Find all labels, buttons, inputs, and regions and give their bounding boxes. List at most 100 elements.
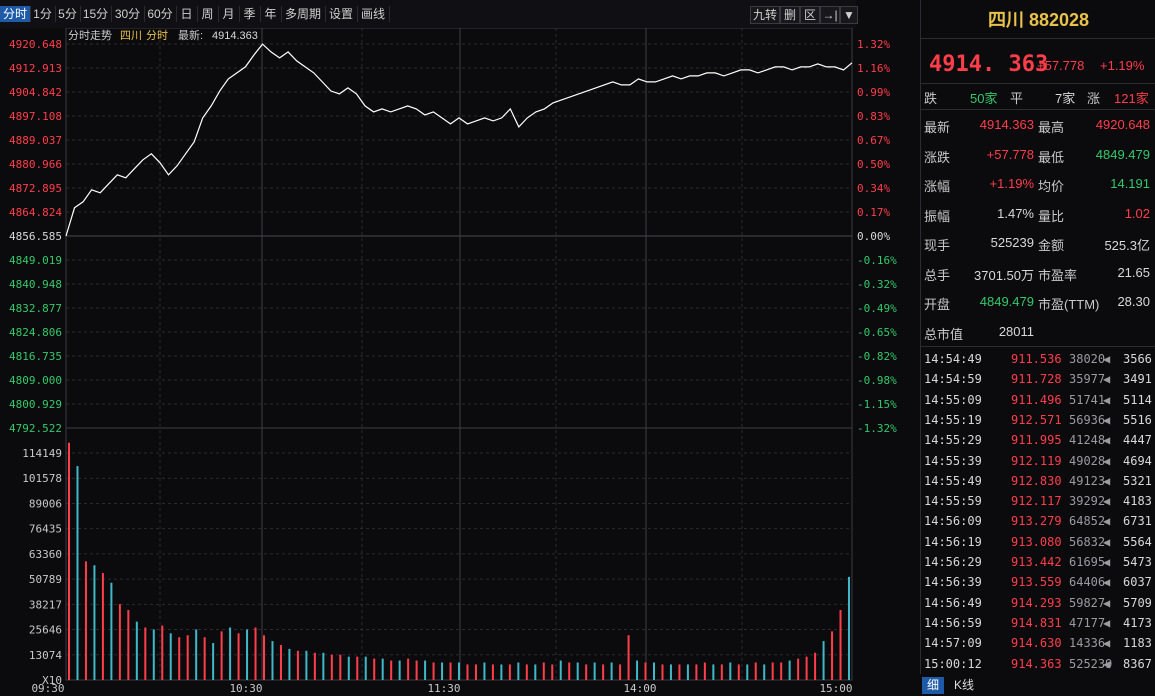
period-tab[interactable]: 多周期 — [281, 6, 326, 22]
period-tab[interactable]: 60分 — [144, 6, 177, 22]
tick-time: 15:00:12 — [924, 656, 982, 671]
tick-count: 4447 — [1123, 433, 1152, 448]
tick-volume: 64406 — [1069, 575, 1106, 590]
volume-bar — [84, 561, 87, 680]
tick-price: 911.536 — [1011, 352, 1062, 366]
stat-label: 总市值 — [924, 326, 964, 342]
volume-bar — [661, 664, 664, 680]
stat-value: 4849.479 — [979, 294, 1034, 309]
period-tab[interactable]: 月 — [218, 6, 240, 22]
price-axis-label: 4856.585 — [9, 230, 62, 243]
tick-row: 14:57:09 914.630 14336 1183 ◀ — [921, 632, 1155, 654]
tick-row: 14:55:29 911.995 41248 4447 ◀ — [921, 429, 1155, 451]
tick-price: 914.831 — [1011, 615, 1062, 630]
tick-row: 14:55:19 912.571 56936 5516 ◀ — [921, 409, 1155, 431]
volume-bar — [525, 664, 528, 680]
period-tab[interactable]: 年 — [260, 6, 282, 22]
tick-volume: 39292 — [1069, 494, 1106, 509]
volume-bar — [703, 662, 706, 680]
tick-price: 911.995 — [1011, 433, 1062, 448]
tick-row: 14:56:59 914.831 47177 4173 ◀ — [921, 612, 1155, 634]
chart-security-name: 四川 — [120, 30, 142, 42]
period-tab[interactable]: 周 — [197, 6, 219, 22]
volume-bar — [330, 654, 333, 680]
pct-axis-label: 1.16% — [857, 62, 890, 75]
tick-count: 5516 — [1123, 412, 1152, 427]
price-change: +57.778 — [1037, 58, 1085, 73]
volume-bar — [653, 662, 655, 680]
volume-bar — [466, 664, 469, 680]
arrow-left-icon: ◀ — [1103, 453, 1111, 468]
volume-bar — [797, 658, 800, 680]
quote-panel: 四川 882028 4914. 363 +57.778 +1.19% 跌 50家… — [920, 0, 1155, 696]
volume-bar — [186, 635, 189, 680]
stat-label: 市盈率 — [1038, 267, 1078, 283]
period-tab[interactable]: 画线 — [357, 6, 390, 22]
volume-axis-label: 114149 — [22, 447, 62, 460]
volume-bar — [135, 621, 138, 680]
volume-bar — [373, 658, 376, 680]
tab-kline[interactable]: K线 — [953, 678, 974, 692]
arrow-left-icon: ◀ — [1103, 412, 1111, 427]
nine-turn-button[interactable]: 九转 — [750, 6, 780, 24]
volume-bar — [585, 664, 588, 680]
arrow-left-icon: ◀ — [1103, 555, 1111, 569]
volume-bar — [432, 662, 435, 680]
stat-label: 现手 — [924, 238, 951, 253]
stat-value: +57.778 — [986, 146, 1034, 162]
period-tab[interactable]: 季 — [239, 6, 261, 22]
stat-value: 4914.363 — [979, 117, 1034, 132]
price-axis-label: 4840.948 — [9, 278, 62, 291]
delete-button[interactable]: 删 — [780, 6, 800, 24]
dropdown-button[interactable]: ▼ — [840, 6, 858, 24]
stat-value: 1.47% — [997, 205, 1034, 221]
price-axis-label: 4864.824 — [9, 206, 62, 219]
tick-count: 1183 — [1123, 636, 1152, 651]
period-tab[interactable]: 分时 — [0, 6, 31, 22]
tick-count: 6037 — [1123, 575, 1152, 590]
tick-volume: 35977 — [1069, 372, 1106, 387]
period-tab[interactable]: 1分 — [30, 6, 56, 22]
volume-bar — [288, 648, 291, 680]
period-tab[interactable]: 30分 — [111, 6, 145, 22]
volume-bar — [474, 664, 477, 680]
breadth-flat: 7家 — [1055, 91, 1076, 106]
period-tab[interactable]: 15分 — [80, 6, 112, 22]
period-tab[interactable]: 5分 — [55, 6, 81, 22]
volume-axis-label: 25646 — [29, 624, 62, 637]
stat-label: 开盘 — [924, 297, 951, 312]
volume-bar — [712, 664, 715, 680]
volume-bar — [237, 633, 240, 680]
bottom-tabs: 细 K线 — [920, 674, 1155, 696]
period-tab[interactable]: 设置 — [325, 6, 358, 22]
stat-label: 涨幅 — [924, 179, 951, 194]
tick-price: 912.117 — [1011, 494, 1062, 509]
stat-value: 4920.648 — [1095, 117, 1150, 132]
stat-value: 1.02 — [1124, 205, 1150, 221]
tick-time: 14:54:59 — [924, 372, 982, 387]
breadth-down: 50家 — [970, 91, 998, 106]
volume-bar — [254, 627, 257, 680]
volume-bar — [669, 664, 672, 680]
tick-time: 14:57:09 — [924, 636, 982, 651]
time-axis-label: 15:00 — [819, 682, 852, 695]
tick-volume: 56936 — [1069, 412, 1106, 427]
period-tab[interactable]: 日 — [176, 6, 198, 22]
volume-axis-label: 76435 — [29, 523, 62, 536]
volume-bar — [127, 609, 130, 680]
tick-price: 911.496 — [1011, 392, 1062, 407]
tab-detail[interactable]: 细 — [922, 677, 944, 694]
volume-bar — [381, 658, 384, 680]
range-button[interactable]: 区 — [800, 6, 820, 24]
tick-price: 912.119 — [1011, 453, 1062, 468]
volume-bar — [279, 644, 282, 680]
chart-mode: 分时 — [146, 29, 168, 42]
pct-axis-label: -0.32% — [857, 278, 897, 291]
volume-bar — [93, 565, 96, 680]
tick-count: 5473 — [1123, 555, 1152, 569]
volume-bar — [458, 662, 460, 680]
pin-right-button[interactable]: →| — [820, 6, 840, 24]
pct-axis-label: -0.82% — [857, 350, 897, 363]
stat-value: +1.19% — [989, 176, 1034, 191]
tick-row: 14:56:09 913.279 64852 6731 ◀ — [921, 510, 1155, 532]
